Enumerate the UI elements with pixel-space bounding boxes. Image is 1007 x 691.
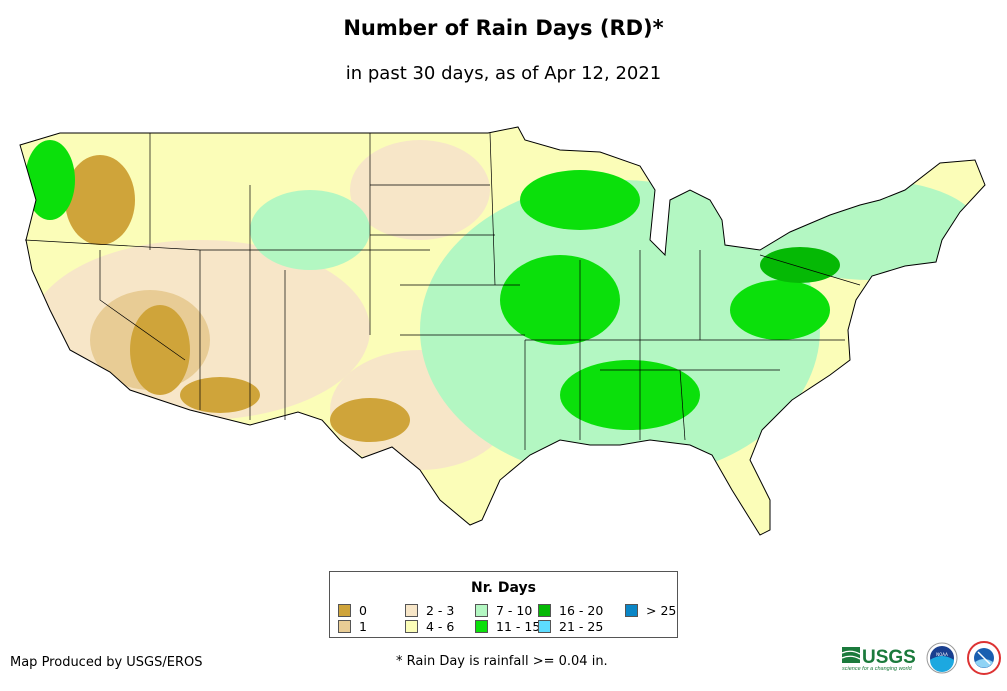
region-0-arizona-south: [180, 377, 260, 413]
state-borders: [24, 132, 861, 450]
legend-title: Nr. Days: [471, 580, 536, 596]
legend-swatch: [338, 604, 351, 617]
legend-item-0: 0: [338, 603, 367, 618]
legend-swatch: [475, 604, 488, 617]
legend-label: 4 - 6: [426, 619, 455, 634]
region-7-10-east: [420, 180, 820, 480]
region-11-15-south: [560, 360, 700, 430]
footnote: * Rain Day is rainfall >= 0.04 in.: [396, 654, 608, 669]
svg-text:science for a changing world: science for a changing world: [842, 666, 913, 671]
region-11-15-virginia: [730, 280, 830, 340]
legend-label: 11 - 15: [496, 619, 541, 634]
region-2-3-dakotas: [350, 140, 490, 240]
region-11-15-missouri: [500, 255, 620, 345]
map-subtitle: in past 30 days, as of Apr 12, 2021: [345, 63, 662, 84]
region-0-texas: [330, 398, 410, 442]
legend-label: 16 - 20: [559, 603, 604, 618]
region-0-oregon: [65, 155, 135, 245]
legend-swatch: [405, 620, 418, 633]
svg-text:USGS: USGS: [862, 647, 916, 668]
legend-item-8: > 25: [625, 603, 676, 618]
nws-logo: [967, 641, 1001, 675]
legend-label: 2 - 3: [426, 603, 455, 618]
legend-swatch: [405, 604, 418, 617]
legend-label: 0: [359, 603, 367, 618]
region-11-15-washington: [25, 140, 75, 220]
map-title: Number of Rain Days (RD)*: [343, 16, 664, 40]
legend-label: 1: [359, 619, 367, 634]
region-11-15-wisconsin: [520, 170, 640, 230]
legend-label: 21 - 25: [559, 619, 604, 634]
legend-item-3: 4 - 6: [405, 619, 454, 634]
usgs-logo: USGS science for a changing world: [842, 647, 916, 671]
legend-item-2: 2 - 3: [405, 603, 454, 618]
producer-credit: Map Produced by USGS/EROS: [10, 655, 203, 670]
legend-swatch: [538, 620, 551, 633]
legend-item-6: 16 - 20: [538, 603, 603, 618]
legend-item-7: 21 - 25: [538, 619, 603, 634]
legend-swatch: [538, 604, 551, 617]
legend-label: 7 - 10: [496, 603, 533, 618]
legend-swatch: [625, 604, 638, 617]
noaa-logo: NOAA: [926, 642, 958, 674]
legend-swatch: [475, 620, 488, 633]
rain-day-regions: [20, 127, 985, 535]
region-16-20-pennsylvania: [760, 247, 840, 283]
svg-text:NOAA: NOAA: [936, 652, 948, 657]
legend-item-5: 11 - 15: [475, 619, 540, 634]
legend-item-1: 1: [338, 619, 367, 634]
agency-logos: USGS science for a changing world NOAA: [842, 640, 1002, 676]
region-7-10-wyoming: [250, 190, 370, 270]
legend-swatch: [338, 620, 351, 633]
legend-label: > 25: [646, 603, 677, 618]
legend-item-4: 7 - 10: [475, 603, 532, 618]
region-0-arizona: [130, 305, 190, 395]
